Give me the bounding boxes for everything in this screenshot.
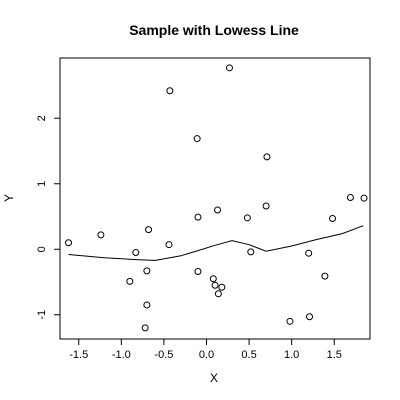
- x-tick-label: -0.5: [154, 349, 173, 361]
- data-point: [166, 87, 174, 95]
- y-tick-label: 2: [36, 115, 48, 121]
- data-point: [286, 317, 294, 325]
- data-point: [126, 277, 134, 285]
- data-point: [360, 194, 368, 202]
- data-point: [65, 239, 73, 247]
- x-tick-label: 1.0: [284, 349, 299, 361]
- data-point: [132, 249, 140, 257]
- data-point: [305, 249, 313, 257]
- data-point: [346, 194, 354, 202]
- data-point: [194, 213, 202, 221]
- data-point: [214, 290, 222, 298]
- plot-frame: [59, 57, 371, 340]
- data-point: [211, 281, 219, 289]
- data-points: [65, 64, 368, 332]
- data-point: [145, 226, 153, 234]
- y-tick-label: 1: [36, 181, 48, 187]
- data-point: [262, 202, 270, 210]
- data-point: [214, 206, 222, 214]
- x-axis: -1.5 -1.0 -0.5 0.0 0.5 1.0 1.5: [69, 338, 342, 361]
- data-point: [247, 248, 255, 256]
- x-tick-label: -1.5: [69, 349, 88, 361]
- data-point: [306, 313, 314, 321]
- chart-title: Sample with Lowess Line: [129, 22, 299, 38]
- data-point: [143, 267, 151, 275]
- x-tick-label: 0.0: [199, 349, 214, 361]
- lowess-line: [68, 225, 364, 261]
- data-point: [243, 214, 251, 222]
- data-point: [321, 272, 329, 280]
- data-point: [165, 241, 173, 249]
- y-tick-label: 0: [36, 246, 48, 252]
- x-tick-label: 1.5: [327, 349, 342, 361]
- data-point: [225, 64, 233, 72]
- y-tick-label: -1: [36, 310, 48, 320]
- data-point: [329, 214, 337, 222]
- data-point: [209, 275, 217, 283]
- data-point: [141, 324, 149, 332]
- x-axis-label: X: [210, 371, 218, 385]
- data-point: [193, 135, 201, 143]
- x-tick-label: -1.0: [112, 349, 131, 361]
- y-axis-label: Y: [2, 194, 16, 202]
- data-point: [218, 283, 226, 291]
- y-axis: -1 0 1 2: [36, 115, 61, 320]
- data-point: [143, 301, 151, 309]
- data-point: [97, 231, 105, 239]
- data-point: [263, 153, 271, 161]
- data-point: [194, 268, 202, 276]
- x-tick-label: 0.5: [241, 349, 256, 361]
